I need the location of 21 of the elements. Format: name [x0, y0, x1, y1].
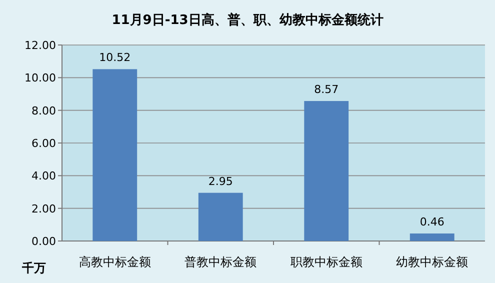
- y-tick-label: 0.00: [32, 235, 56, 248]
- chart-title: 11月9日-13日高、普、职、幼教中标金额统计: [112, 12, 384, 28]
- data-label: 10.52: [99, 51, 131, 64]
- y-axis-title: 千万: [21, 261, 46, 275]
- data-label: 0.46: [420, 215, 444, 228]
- y-tick-label: 10.00: [24, 72, 56, 85]
- bar: [410, 233, 454, 241]
- x-tick-label: 职教中标金额: [290, 255, 362, 269]
- x-tick-label: 幼教中标金额: [396, 255, 468, 269]
- data-label: 8.57: [314, 83, 339, 96]
- y-tick-label: 6.00: [32, 137, 56, 150]
- y-tick-label: 12.00: [24, 39, 56, 52]
- x-tick-label: 普教中标金额: [184, 255, 257, 269]
- y-tick-label: 4.00: [32, 170, 56, 183]
- bar: [304, 101, 349, 241]
- y-tick-label: 8.00: [32, 104, 56, 118]
- bar: [92, 69, 138, 241]
- bar: [198, 192, 243, 241]
- y-tick-label: 2.00: [32, 202, 56, 216]
- x-tick-label: 高教中标金额: [78, 255, 151, 269]
- data-label: 2.95: [208, 174, 233, 188]
